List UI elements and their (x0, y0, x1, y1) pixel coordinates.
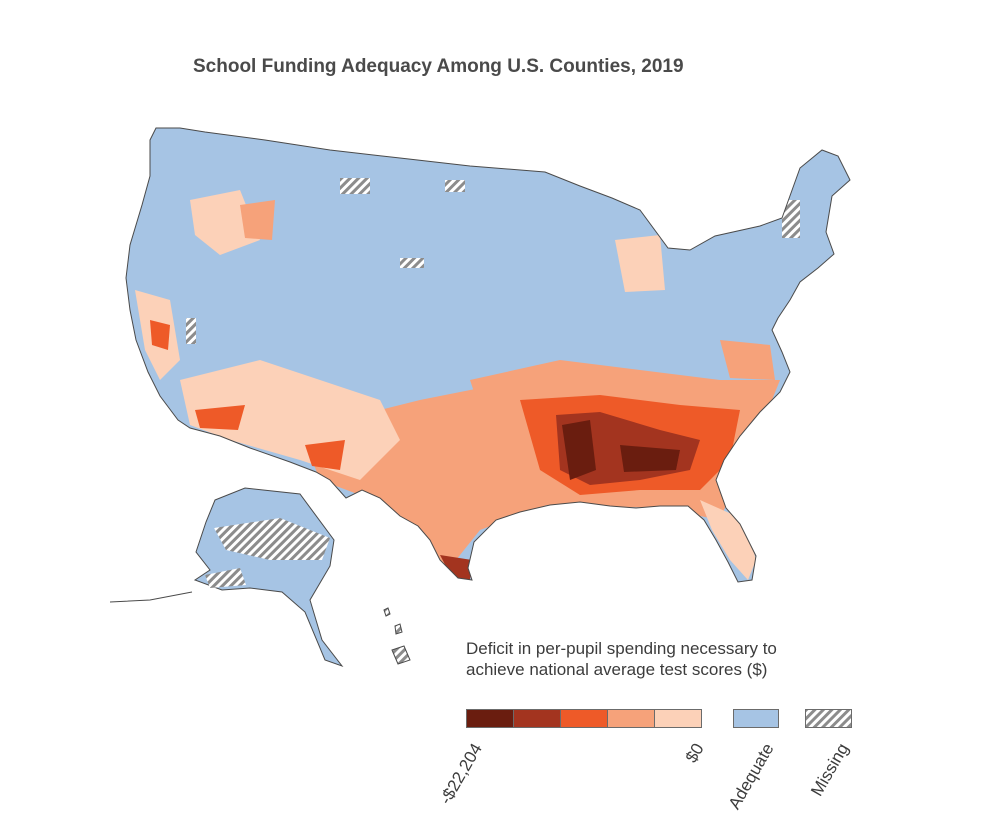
legend-swatch-deficit-4 (607, 709, 655, 728)
hawaii (383, 607, 411, 665)
legend-swatch-missing (805, 709, 852, 728)
legend-swatch-adequate (733, 709, 779, 728)
legend-title-line1: Deficit in per-pupil spending necessary … (466, 639, 777, 658)
legend-swatch-deficit-1 (466, 709, 514, 728)
alaska (109, 487, 344, 668)
legend-swatch-deficit-3 (560, 709, 608, 728)
legend-title: Deficit in per-pupil spending necessary … (466, 638, 777, 680)
legend-swatch-deficit-2 (513, 709, 561, 728)
legend-swatch-deficit-5 (654, 709, 702, 728)
legend-title-line2: achieve national average test scores ($) (466, 660, 768, 679)
map-title: School Funding Adequacy Among U.S. Count… (193, 56, 684, 77)
